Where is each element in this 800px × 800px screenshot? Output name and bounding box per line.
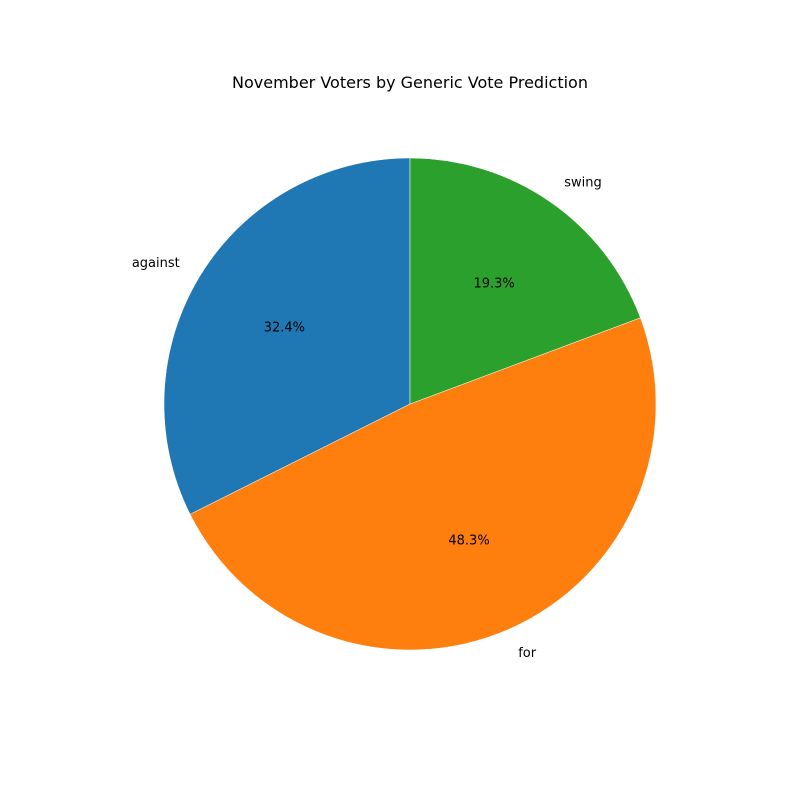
slice-pct-label-against: 32.4% [264,320,305,335]
pie-slice-swing [409,157,641,405]
slice-pct-label-for: 48.3% [448,533,489,548]
pie-slice-for [189,317,657,651]
pie-slices [163,157,657,651]
chart-title: November Voters by Generic Vote Predicti… [232,73,588,92]
pie-slice-against [163,157,411,515]
slice-label-swing: swing [564,176,602,191]
slice-pct-label-swing: 19.3% [473,277,514,292]
pie-labels: against 32.4% for 48.3% swing 19.3% [132,176,602,661]
slice-label-for: for [518,646,537,661]
slice-label-against: against [132,256,180,271]
